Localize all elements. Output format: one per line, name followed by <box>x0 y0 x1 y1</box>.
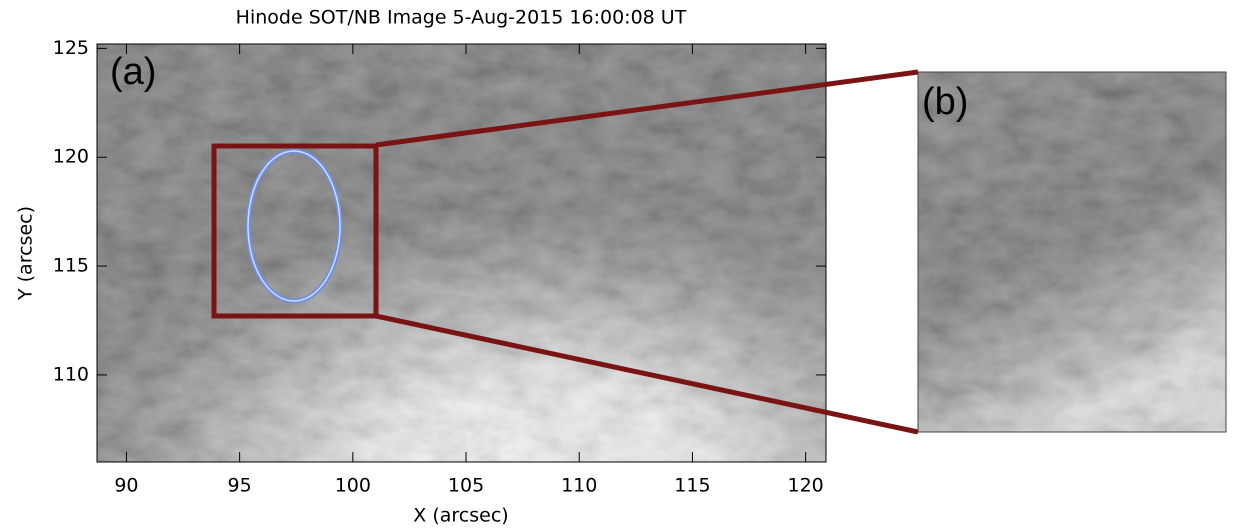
solar-image <box>97 44 826 462</box>
x-tick-label: 120 <box>787 475 823 497</box>
x-tick-label: 95 <box>228 475 252 497</box>
y-tick-label: 110 <box>53 363 89 385</box>
x-tick-label: 110 <box>561 475 597 497</box>
x-tick-label: 115 <box>674 475 710 497</box>
x-tick-label: 100 <box>335 475 371 497</box>
panel-label: (b) <box>922 81 968 123</box>
zoom-image <box>918 72 1226 432</box>
y-tick-label: 115 <box>53 255 89 277</box>
panel-label: (a) <box>110 51 156 93</box>
chart-title: Hinode SOT/NB Image 5-Aug-2015 16:00:08 … <box>236 7 687 29</box>
x-tick-label: 105 <box>448 475 484 497</box>
x-axis-label: X (arcsec) <box>413 505 508 527</box>
x-tick-label: 90 <box>114 475 138 497</box>
y-tick-label: 120 <box>53 146 89 168</box>
y-axis-label: Y (arcsec) <box>15 206 37 301</box>
y-tick-label: 125 <box>53 37 89 59</box>
figure: Hinode SOT/NB Image 5-Aug-2015 16:00:08 … <box>0 0 1233 529</box>
